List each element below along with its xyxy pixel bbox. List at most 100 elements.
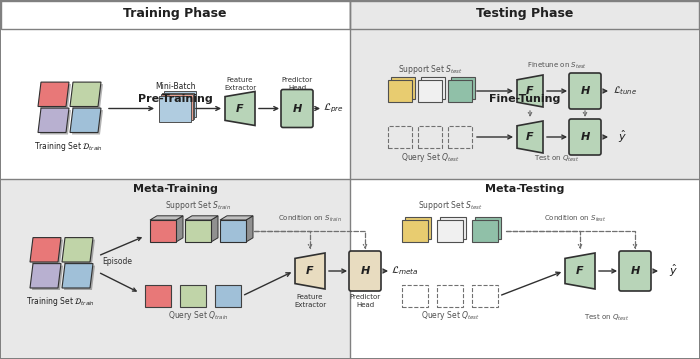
Bar [1,29,350,179]
Text: Condition on $S_{test}$: Condition on $S_{test}$ [544,214,606,224]
Bar [215,285,241,307]
Bar [350,1,699,29]
Bar [388,80,412,102]
Text: Head: Head [288,85,306,92]
Text: Predictor: Predictor [349,294,381,300]
Text: Condition on $S_{train}$: Condition on $S_{train}$ [278,214,342,224]
Text: H: H [580,132,589,142]
Text: Query Set $Q_{train}$: Query Set $Q_{train}$ [168,309,228,322]
Polygon shape [64,239,95,264]
Polygon shape [30,238,61,262]
Bar [437,285,463,307]
Text: Support Set $S_{train}$: Support Set $S_{train}$ [164,200,231,213]
Bar [388,126,412,148]
Polygon shape [517,121,543,153]
Text: Head: Head [356,302,374,308]
Bar [160,94,193,120]
FancyBboxPatch shape [569,73,601,109]
Text: Pre-Training: Pre-Training [138,93,212,103]
Polygon shape [246,216,253,242]
Text: $\hat{y}$: $\hat{y}$ [668,263,678,279]
Bar [405,217,431,239]
Polygon shape [62,264,93,288]
Bar [472,220,498,242]
Text: Test on $Q_{test}$: Test on $Q_{test}$ [584,313,629,323]
FancyBboxPatch shape [281,89,313,127]
Polygon shape [32,239,63,264]
Text: Test on $Q_{test}$: Test on $Q_{test}$ [534,154,580,164]
Bar [180,285,206,307]
Text: Mini-Batch: Mini-Batch [155,82,195,91]
Text: Training Set $\mathcal{D}_{train}$: Training Set $\mathcal{D}_{train}$ [34,140,102,153]
Polygon shape [176,216,183,242]
Text: Query Set $Q_{test}$: Query Set $Q_{test}$ [421,309,480,322]
Polygon shape [40,110,71,135]
Text: Feature: Feature [227,78,253,84]
Text: Training Set $\mathcal{D}_{train}$: Training Set $\mathcal{D}_{train}$ [26,295,94,308]
Bar [185,220,211,242]
Polygon shape [150,216,183,220]
FancyBboxPatch shape [349,251,381,291]
Text: F: F [236,103,244,113]
Polygon shape [40,84,71,108]
Text: Meta-Testing: Meta-Testing [485,184,565,194]
Text: H: H [293,103,302,113]
Polygon shape [38,82,69,107]
Polygon shape [32,266,63,290]
Text: Feature: Feature [297,294,323,300]
Polygon shape [72,110,103,135]
Polygon shape [70,108,101,132]
Text: F: F [576,266,584,276]
Text: Support Set $S_{test}$: Support Set $S_{test}$ [418,200,482,213]
Text: $\mathcal{L}_{tune}$: $\mathcal{L}_{tune}$ [613,85,637,97]
Bar [150,220,176,242]
Polygon shape [62,238,93,262]
Bar [391,77,415,99]
Text: $\mathcal{L}_{pre}$: $\mathcal{L}_{pre}$ [323,102,344,115]
Text: Extractor: Extractor [224,85,256,92]
Bar [418,126,442,148]
Text: Training Phase: Training Phase [123,8,227,20]
Bar [145,285,171,307]
Polygon shape [565,253,595,289]
Polygon shape [295,253,325,289]
Bar [159,95,191,121]
Polygon shape [70,82,101,107]
Text: $\hat{y}$: $\hat{y}$ [617,129,626,145]
Bar [164,91,195,117]
Polygon shape [30,264,61,288]
FancyBboxPatch shape [569,119,601,155]
Bar [448,126,472,148]
Polygon shape [225,92,255,126]
Polygon shape [517,75,543,107]
FancyBboxPatch shape [619,251,651,291]
Bar [350,29,699,179]
Text: Extractor: Extractor [294,302,326,308]
Bar [1,179,350,358]
Text: $\mathcal{L}_{meta}$: $\mathcal{L}_{meta}$ [391,265,419,278]
Text: F: F [526,132,534,142]
Text: Meta-Training: Meta-Training [132,184,218,194]
Text: Episode: Episode [102,256,132,266]
Text: Fine-Tuning: Fine-Tuning [489,93,561,103]
Bar [402,220,428,242]
Text: Query Set $Q_{test}$: Query Set $Q_{test}$ [400,150,459,163]
Bar [451,77,475,99]
Polygon shape [72,84,103,108]
Text: Testing Phase: Testing Phase [476,8,574,20]
Text: Finetune on $S_{test}$: Finetune on $S_{test}$ [527,61,587,71]
Text: H: H [360,266,370,276]
Bar [472,285,498,307]
Polygon shape [185,216,218,220]
Text: F: F [526,86,534,96]
Polygon shape [64,266,95,290]
Bar [402,285,428,307]
Polygon shape [220,216,253,220]
Polygon shape [38,108,69,132]
Bar [475,217,501,239]
Bar [440,217,466,239]
Bar [437,220,463,242]
Text: Support Set $S_{test}$: Support Set $S_{test}$ [398,62,463,75]
Text: F: F [306,266,314,276]
Bar [350,179,699,358]
